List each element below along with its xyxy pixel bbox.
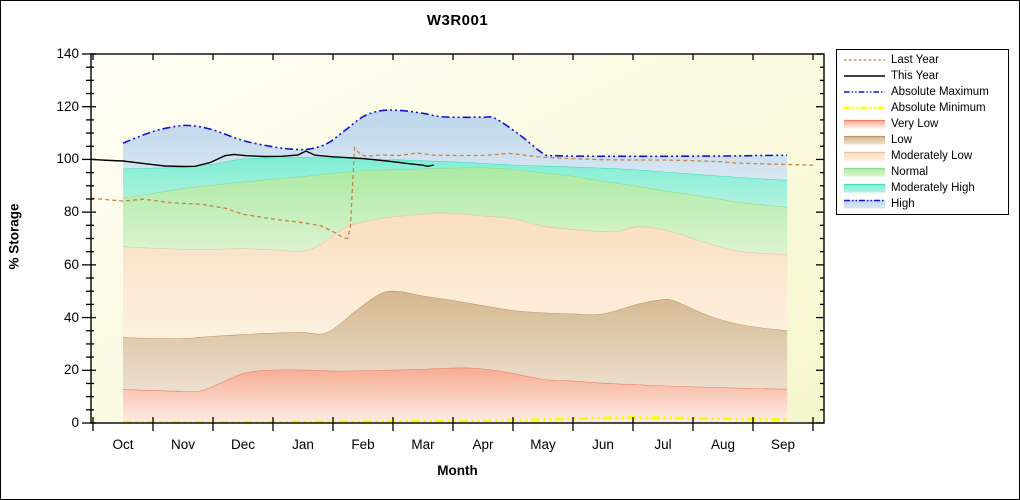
legend-sample-moderately-high bbox=[844, 183, 885, 193]
line-last-year bbox=[91, 146, 814, 240]
legend-item-last-year: Last Year bbox=[843, 53, 1008, 68]
band-very-low bbox=[123, 367, 788, 423]
x-tick-label-feb: Feb bbox=[351, 437, 375, 452]
legend-item-moderately-high: Moderately High bbox=[843, 181, 1008, 196]
legend-item-high: High bbox=[843, 197, 1008, 212]
legend-sample-very-low bbox=[844, 119, 885, 129]
x-tick-label-may: May bbox=[530, 437, 556, 452]
legend-label: Absolute Maximum bbox=[891, 86, 989, 98]
legend-sample-normal bbox=[844, 167, 885, 177]
legend-sample-last-year bbox=[844, 59, 885, 61]
x-tick-label-oct: Oct bbox=[112, 437, 134, 452]
legend-sample-moderately-low bbox=[844, 151, 885, 161]
legend-label: Absolute Minimum bbox=[891, 102, 986, 114]
legend-sample-absolute-minimum bbox=[844, 106, 885, 110]
legend-item-this-year: This Year bbox=[843, 69, 1008, 84]
y-tick-label: 140 bbox=[56, 46, 79, 61]
legend-label: Last Year bbox=[891, 54, 939, 66]
legend-label: Very Low bbox=[891, 118, 939, 130]
x-tick-label-dec: Dec bbox=[230, 437, 255, 452]
legend-sample-high bbox=[844, 199, 885, 209]
y-tick-label: 80 bbox=[63, 204, 79, 220]
band-low bbox=[123, 290, 788, 392]
legend-label: Moderately Low bbox=[891, 150, 973, 162]
y-tick-label: 100 bbox=[56, 151, 79, 167]
y-tick-label: 20 bbox=[63, 362, 79, 378]
band-high bbox=[123, 109, 788, 180]
legend: Last Year This Year Absolute Maximum Absolu… bbox=[836, 49, 1009, 215]
legend-label: Normal bbox=[891, 166, 929, 178]
x-tick-label-apr: Apr bbox=[472, 437, 494, 452]
y-tick-label: 0 bbox=[71, 415, 79, 430]
x-tick-label-mar: Mar bbox=[411, 437, 435, 452]
band-moderately-low bbox=[123, 212, 788, 339]
x-axis-title: Month bbox=[437, 463, 478, 478]
x-tick-label-sep: Sep bbox=[770, 437, 796, 452]
legend-label: High bbox=[891, 198, 915, 210]
y-tick-label: 120 bbox=[56, 98, 79, 114]
chart-title: W3R001 bbox=[426, 12, 489, 29]
legend-sample-this-year bbox=[844, 75, 885, 77]
x-tick-label-aug: Aug bbox=[710, 437, 736, 452]
legend-label: Moderately High bbox=[891, 182, 975, 194]
band-moderately-high bbox=[123, 157, 788, 208]
legend-item-very-low: Very Low bbox=[843, 117, 1008, 132]
line-absolute-minimum bbox=[123, 416, 788, 424]
legend-label: This Year bbox=[891, 70, 939, 82]
legend-item-low: Low bbox=[843, 133, 1008, 148]
line-absolute-maximum bbox=[122, 109, 788, 158]
legend-item-absolute-minimum: Absolute Minimum bbox=[843, 101, 1008, 116]
y-axis-title: % Storage bbox=[6, 203, 22, 270]
legend-sample-low bbox=[844, 135, 885, 145]
x-tick-label-jan: Jan bbox=[292, 437, 314, 452]
legend-label: Low bbox=[891, 134, 913, 146]
y-tick-label: 40 bbox=[63, 309, 79, 325]
x-tick-label-nov: Nov bbox=[170, 437, 195, 452]
legend-item-moderately-low: Moderately Low bbox=[843, 149, 1008, 164]
legend-item-normal: Normal bbox=[843, 165, 1008, 180]
line-this-year bbox=[91, 150, 434, 168]
x-tick-label-jun: Jun bbox=[592, 437, 614, 452]
x-tick-label-jul: Jul bbox=[654, 437, 672, 452]
legend-item-absolute-maximum: Absolute Maximum bbox=[843, 85, 1008, 100]
band-normal bbox=[123, 167, 788, 255]
y-tick-label: 60 bbox=[63, 256, 79, 272]
legend-sample-absolute-maximum bbox=[844, 91, 885, 93]
